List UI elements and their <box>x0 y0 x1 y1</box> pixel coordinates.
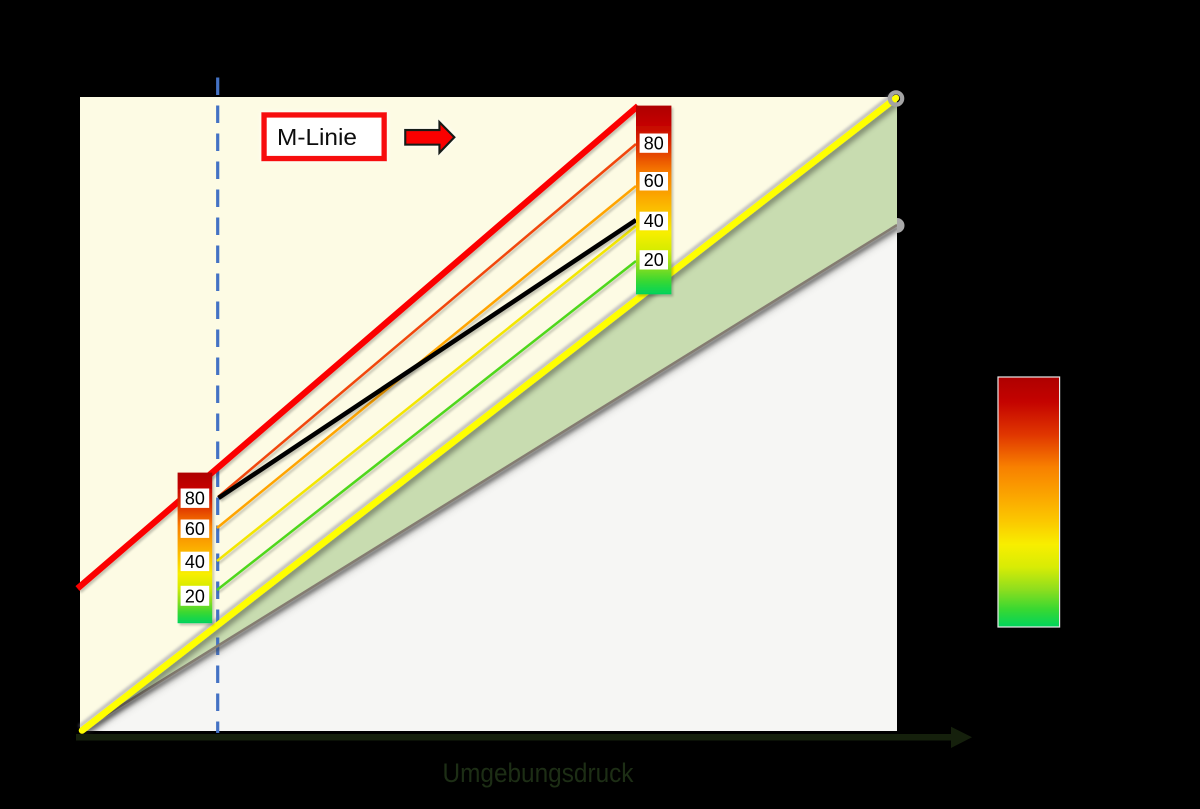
svg-text:20: 20 <box>185 585 205 606</box>
svg-text:80: 80 <box>185 488 205 509</box>
svg-text:40: 40 <box>644 210 664 231</box>
svg-text:20: 20 <box>644 249 664 270</box>
svg-text:40: 40 <box>185 551 205 572</box>
svg-text:60: 60 <box>185 518 205 539</box>
svg-text:60: 60 <box>644 170 664 191</box>
svg-text:M-Linie: M-Linie <box>277 124 357 150</box>
svg-text:80: 80 <box>644 132 664 153</box>
svg-text:Umgebungsdruck: Umgebungsdruck <box>443 758 634 788</box>
